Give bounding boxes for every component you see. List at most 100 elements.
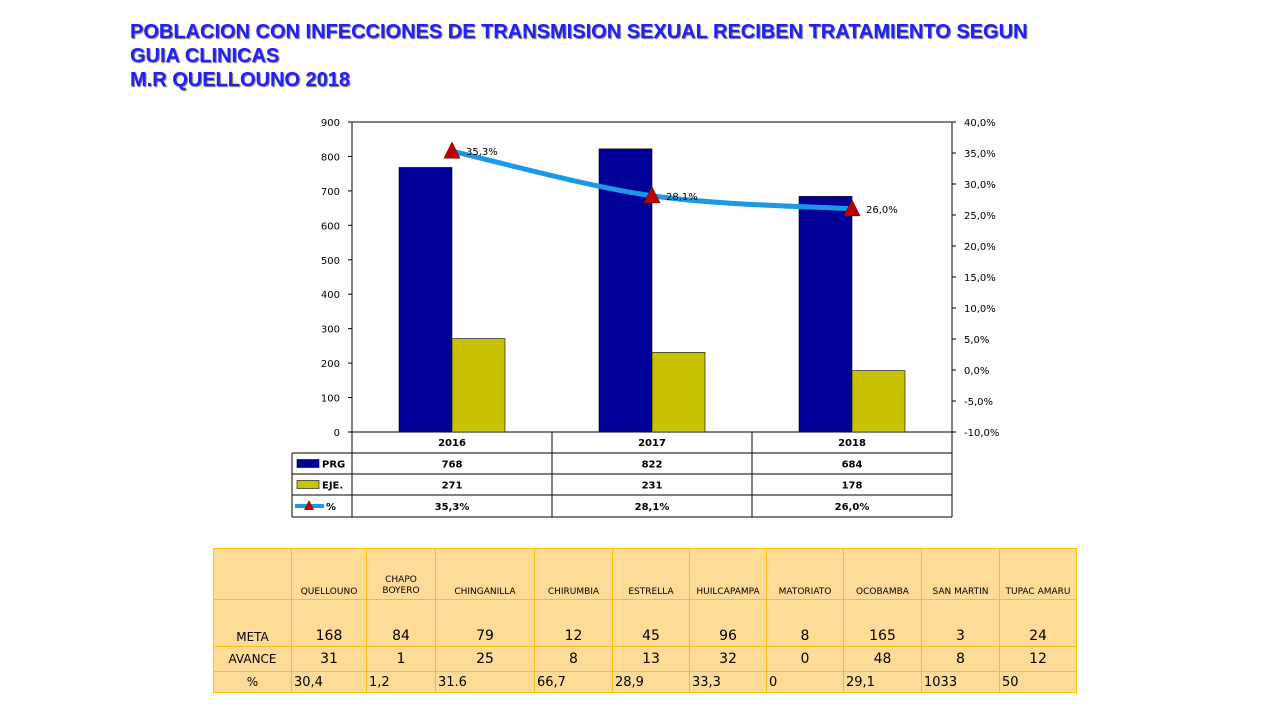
y-tick-label: 200	[321, 359, 340, 370]
y2-tick-label: 30,0%	[964, 180, 996, 191]
line-point-marker	[443, 141, 461, 159]
y2-tick-label: 15,0%	[964, 273, 996, 284]
y2-tick-label: 40,0%	[964, 118, 996, 129]
data-table-cell: 684	[842, 460, 863, 471]
legend-swatch	[296, 480, 320, 489]
goals-header-row: QUELLOUNO CHAPO BOYERO CHINGANILLA CHIRUMBI…	[213, 548, 1077, 600]
y2-tick-label: 35,0%	[964, 149, 996, 160]
table-cell: 84	[366, 599, 436, 647]
y2-tick-label: -5,0%	[964, 397, 993, 408]
corner-cell	[213, 548, 292, 600]
table-cell: 25	[435, 646, 535, 672]
y-tick-label: 600	[321, 221, 340, 232]
data-label: 35,3%	[466, 147, 498, 158]
title-line-2: GUIA CLINICAS	[130, 45, 280, 67]
bar-eje	[851, 370, 906, 433]
table-cell: 30,4	[291, 671, 367, 693]
y2-tick-label: 0,0%	[964, 366, 989, 377]
column-header: CHINGANILLA	[435, 548, 535, 600]
column-header: QUELLOUNO	[291, 548, 367, 600]
y2-tick-label: 10,0%	[964, 304, 996, 315]
legend-swatch	[296, 459, 320, 468]
y-tick-label: 300	[321, 325, 340, 336]
table-cell: 1,2	[366, 671, 436, 693]
bar-eje	[451, 338, 506, 433]
data-table-cell: 768	[442, 460, 463, 471]
goals-row: AVANCE 31 1 25 8 13 32 0 48 8 12	[213, 646, 1077, 672]
table-cell: 0	[766, 671, 844, 693]
table-cell: 96	[689, 599, 767, 647]
chart-title: POBLACION CON INFECCIONES DE TRANSMISION…	[130, 20, 1230, 92]
row-label: AVANCE	[213, 646, 292, 672]
table-cell: 33,3	[689, 671, 767, 693]
data-table-cell: 231	[642, 481, 663, 492]
title-line-3: M.R QUELLOUNO 2018	[130, 69, 351, 91]
table-cell: 24	[999, 599, 1077, 647]
table-cell: 31	[291, 646, 367, 672]
combo-chart: 0 100 200 300 400 500 600 700 800 900 -10,0% -5,0% 0…	[291, 118, 999, 518]
column-header: CHIRUMBIA	[534, 548, 613, 600]
table-cell: 12	[534, 599, 613, 647]
goals-table: QUELLOUNO CHAPO BOYERO CHINGANILLA CHIRUMBI…	[213, 548, 1077, 693]
bar-eje	[651, 352, 706, 433]
y2-tick-label: 5,0%	[964, 335, 989, 346]
data-table-cell: 35,3%	[435, 502, 470, 513]
table-cell: 32	[689, 646, 767, 672]
table-cell: 48	[843, 646, 922, 672]
data-label: 28,1%	[666, 192, 698, 203]
data-table-cell: 28,1%	[635, 502, 670, 513]
table-cell: 79	[435, 599, 535, 647]
bar-prg	[398, 167, 453, 433]
x-tick-label: 2018	[838, 438, 866, 449]
table-cell: 28,9	[612, 671, 690, 693]
y2-tick-label: 25,0%	[964, 211, 996, 222]
column-header: ESTRELLA	[612, 548, 690, 600]
table-cell: 50	[999, 671, 1077, 693]
y-tick-label: 900	[321, 118, 340, 129]
column-header: OCOBAMBA	[843, 548, 922, 600]
line-point-marker	[643, 186, 661, 204]
column-header: TUPAC AMARU	[999, 548, 1077, 600]
table-cell: 165	[843, 599, 922, 647]
data-table-cell: 26,0%	[835, 502, 870, 513]
row-label: %	[213, 671, 292, 693]
goals-row: META 168 84 79 12 45 96 8 165 3 24	[213, 599, 1077, 647]
row-label: META	[213, 599, 292, 647]
legend-label: PRG	[322, 460, 345, 471]
table-cell: 31.6	[435, 671, 535, 693]
table-cell: 13	[612, 646, 690, 672]
data-table-cell: 271	[442, 481, 463, 492]
table-cell: 29,1	[843, 671, 922, 693]
table-cell: 8	[766, 599, 844, 647]
table-cell: 1033	[921, 671, 1000, 693]
data-table-cell: 178	[842, 481, 863, 492]
y-tick-label: 0	[334, 428, 340, 439]
x-tick-label: 2017	[638, 438, 666, 449]
table-cell: 8	[534, 646, 613, 672]
table-cell: 8	[921, 646, 1000, 672]
column-header: SAN MARTIN	[921, 548, 1000, 600]
y-tick-label: 800	[321, 152, 340, 163]
legend-label: EJE.	[322, 481, 343, 492]
x-tick-label: 2016	[438, 438, 466, 449]
line-point-marker	[843, 199, 861, 217]
y-tick-label: 500	[321, 256, 340, 267]
goals-row: % 30,4 1,2 31.6 66,7 28,9 33,3 0 29,1 1033 50	[213, 671, 1077, 693]
title-line-1: POBLACION CON INFECCIONES DE TRANSMISION…	[130, 21, 1028, 43]
table-cell: 45	[612, 599, 690, 647]
data-table-cell: 822	[642, 460, 663, 471]
bar-prg	[798, 196, 853, 433]
column-header: HUILCAPAMPA	[689, 548, 767, 600]
y2-tick-label: 20,0%	[964, 242, 996, 253]
y-tick-label: 100	[321, 394, 340, 405]
table-cell: 3	[921, 599, 1000, 647]
y-tick-label: 700	[321, 187, 340, 198]
table-cell: 1	[366, 646, 436, 672]
column-header: MATORIATO	[766, 548, 844, 600]
y-tick-label: 400	[321, 290, 340, 301]
legend-label: %	[326, 502, 336, 513]
legend-marker	[304, 500, 314, 510]
table-cell: 66,7	[534, 671, 613, 693]
table-cell: 168	[291, 599, 367, 647]
table-cell: 0	[766, 646, 844, 672]
